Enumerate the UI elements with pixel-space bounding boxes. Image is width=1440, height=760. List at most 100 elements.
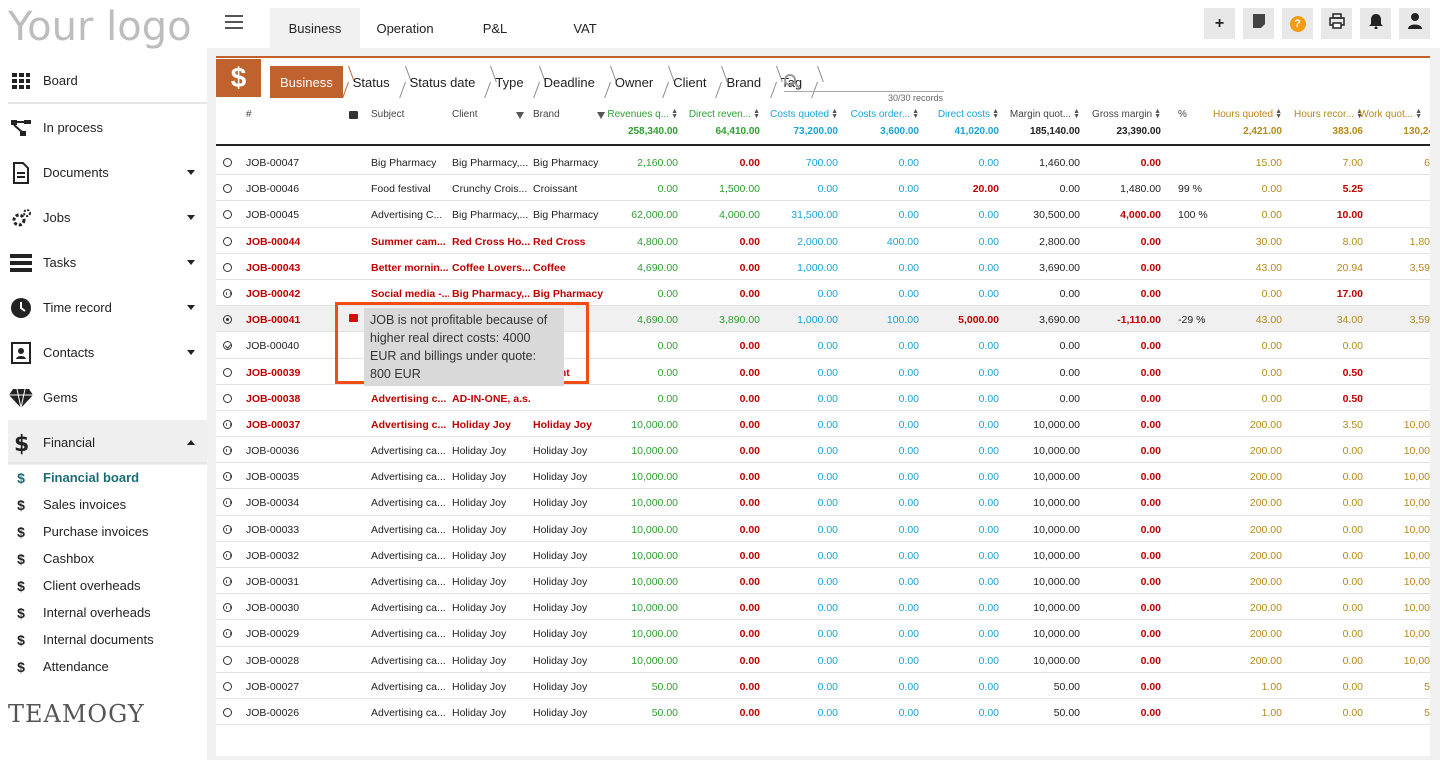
column-header-pct[interactable]: % [1178, 109, 1187, 120]
sidebar-subitem-client-overheads[interactable]: $ Client overheads [8, 572, 207, 599]
filter-business[interactable]: Business [270, 66, 343, 98]
filter-icon[interactable] [516, 112, 524, 119]
job-id[interactable]: JOB-00032 [246, 549, 300, 562]
tab-vat[interactable]: VAT [573, 20, 597, 36]
column-header-hours-quoted[interactable]: Hours quoted ▲ ▼ [1213, 108, 1282, 121]
sidebar-subitem-sales-invoices[interactable]: $ Sales invoices [8, 491, 207, 518]
sidebar-item-documents[interactable]: Documents [8, 150, 207, 195]
job-id[interactable]: JOB-00026 [246, 706, 300, 719]
sidebar-item-contacts[interactable]: Contacts [8, 330, 207, 375]
job-id[interactable]: JOB-00034 [246, 497, 300, 510]
sort-icon[interactable]: ▲ ▼ [1073, 108, 1080, 121]
job-id[interactable]: JOB-00041 [246, 314, 301, 327]
status-pause-icon[interactable] [223, 577, 232, 586]
job-id[interactable]: JOB-00027 [246, 680, 300, 693]
sidebar-subitem-financial-board[interactable]: $ Financial board [8, 464, 207, 491]
status-pause-icon[interactable] [223, 288, 232, 298]
filter-icon[interactable] [597, 112, 605, 119]
sort-icon[interactable]: ▲ ▼ [753, 108, 760, 121]
chevron-down-icon[interactable] [187, 170, 195, 175]
column-header-costs-ordered[interactable]: Costs order... ▲ ▼ [850, 108, 919, 121]
column-header-direct-rev[interactable]: Direct reven... ▲ ▼ [688, 108, 760, 121]
chevron-down-icon[interactable] [187, 305, 195, 310]
job-id[interactable]: JOB-00036 [246, 445, 300, 458]
tab-operation[interactable]: Operation [376, 20, 434, 36]
column-header-subject[interactable]: Subject [371, 109, 405, 120]
hamburger-menu-icon[interactable] [225, 15, 243, 33]
job-id[interactable]: JOB-00042 [246, 287, 301, 300]
column-header-margin-quoted[interactable]: Margin quot... ▲ ▼ [1009, 108, 1080, 121]
column-header-brand[interactable]: Brand [533, 109, 560, 120]
status-pause-icon[interactable] [223, 498, 232, 508]
job-id[interactable]: JOB-00038 [246, 392, 301, 405]
status-open-icon[interactable] [223, 210, 232, 220]
sidebar-item-gems[interactable]: Gems [8, 375, 207, 420]
column-header-work-quoted[interactable]: Work quot... ▲ ▼ [1359, 108, 1422, 121]
filter-client[interactable]: Client [663, 66, 716, 98]
table-row[interactable]: JOB-00044 Summer cam... Red Cross Ho... Red… [216, 228, 1430, 254]
table-row[interactable]: JOB-00043 Better mornin... Coffee Lovers..… [216, 254, 1430, 280]
search-input[interactable] [784, 72, 944, 92]
job-id[interactable]: JOB-00037 [246, 418, 301, 431]
sidebar-subitem-attendance[interactable]: $ Attendance [8, 653, 207, 680]
table-row[interactable]: JOB-00027 Advertising ca... Holiday Joy Hol… [216, 673, 1430, 699]
table-row[interactable]: JOB-00026 Advertising ca... Holiday Joy Hol… [216, 699, 1430, 726]
job-id[interactable]: JOB-00031 [246, 576, 300, 588]
sidebar-item-tasks[interactable]: Tasks [8, 240, 207, 285]
chevron-down-icon[interactable] [187, 215, 195, 220]
sort-icon[interactable]: ▲ ▼ [912, 108, 919, 121]
sort-icon[interactable]: ▲ ▼ [1275, 108, 1282, 121]
table-row[interactable]: JOB-00042 Social media -... Big Pharmacy,.… [216, 280, 1430, 307]
table-row[interactable]: JOB-00030 Advertising ca... Holiday Joy Hol… [216, 594, 1430, 621]
job-id[interactable]: JOB-00046 [246, 183, 300, 196]
sidebar-subitem-cashbox[interactable]: $ Cashbox [8, 545, 207, 572]
job-id[interactable]: JOB-00043 [246, 261, 301, 274]
table-row[interactable]: JOB-00031 Advertising ca... Holiday Joy Hol… [216, 568, 1430, 595]
table-row[interactable]: JOB-00038 Advertising c... AD-IN-ONE, a.s.… [216, 385, 1430, 411]
column-header-gross-margin[interactable]: Gross margin ▲ ▼ [1092, 108, 1161, 121]
sidebar-item-time-record[interactable]: Time record [8, 285, 207, 330]
job-id[interactable]: JOB-00033 [246, 523, 300, 536]
filter-type[interactable]: Type [485, 66, 533, 98]
job-id[interactable]: JOB-00039 [246, 366, 301, 379]
sort-icon[interactable]: ▲ ▼ [671, 108, 678, 121]
note-button[interactable] [1243, 8, 1274, 39]
status-dot-icon[interactable] [223, 315, 232, 325]
filter-brand[interactable]: Brand [716, 66, 771, 98]
status-open-icon[interactable] [223, 236, 232, 246]
comment-icon[interactable] [349, 314, 358, 323]
column-header-direct-costs[interactable]: Direct costs ▲ ▼ [937, 108, 999, 121]
sort-icon[interactable]: ▲ ▼ [831, 108, 838, 121]
bell-button[interactable] [1360, 8, 1391, 39]
sidebar-item-jobs[interactable]: Jobs [8, 195, 207, 240]
status-pause-icon[interactable] [223, 419, 232, 429]
job-id[interactable]: JOB-00044 [246, 235, 301, 248]
sidebar-item-financial[interactable]: $ Financial [8, 420, 207, 465]
table-row[interactable]: JOB-00045 Advertising C... Big Pharmacy,..… [216, 201, 1430, 228]
filter-status-date[interactable]: Status date [400, 66, 486, 98]
help-button[interactable]: ? [1282, 8, 1313, 39]
app-logo[interactable]: Your logo [8, 4, 192, 50]
status-open-icon[interactable] [223, 655, 232, 665]
job-id[interactable]: JOB-00030 [246, 602, 300, 615]
table-row[interactable]: JOB-00034 Advertising ca... Holiday Joy Hol… [216, 489, 1430, 516]
filter-owner[interactable]: Owner [605, 66, 663, 98]
table-row[interactable]: JOB-00040oss0.000.000.000.000.000.000.00… [216, 332, 1430, 359]
sidebar-item-in-process[interactable]: In process [8, 105, 207, 150]
status-open-icon[interactable] [223, 707, 232, 717]
status-check-icon[interactable] [223, 341, 232, 351]
sidebar-subitem-internal-documents[interactable]: $ Internal documents [8, 626, 207, 653]
print-button[interactable] [1321, 8, 1352, 39]
table-row[interactable]: JOB-00037 Advertising c... Holiday Joy Holi… [216, 411, 1430, 438]
sort-icon[interactable]: ▲ ▼ [1154, 108, 1161, 121]
status-pause-icon[interactable] [223, 446, 232, 456]
job-id[interactable]: JOB-00047 [246, 157, 300, 169]
user-button[interactable] [1399, 8, 1430, 39]
status-open-icon[interactable] [223, 367, 232, 377]
table-row[interactable]: JOB-00029 Advertising ca... Holiday Joy Hol… [216, 620, 1430, 647]
status-pause-icon[interactable] [223, 472, 232, 482]
column-header-client[interactable]: Client [452, 109, 478, 120]
status-pause-icon[interactable] [223, 629, 232, 639]
table-row[interactable]: JOB-00047 Big Pharmacy Big Pharmacy,... Big… [216, 149, 1430, 176]
status-open-icon[interactable] [223, 158, 232, 167]
